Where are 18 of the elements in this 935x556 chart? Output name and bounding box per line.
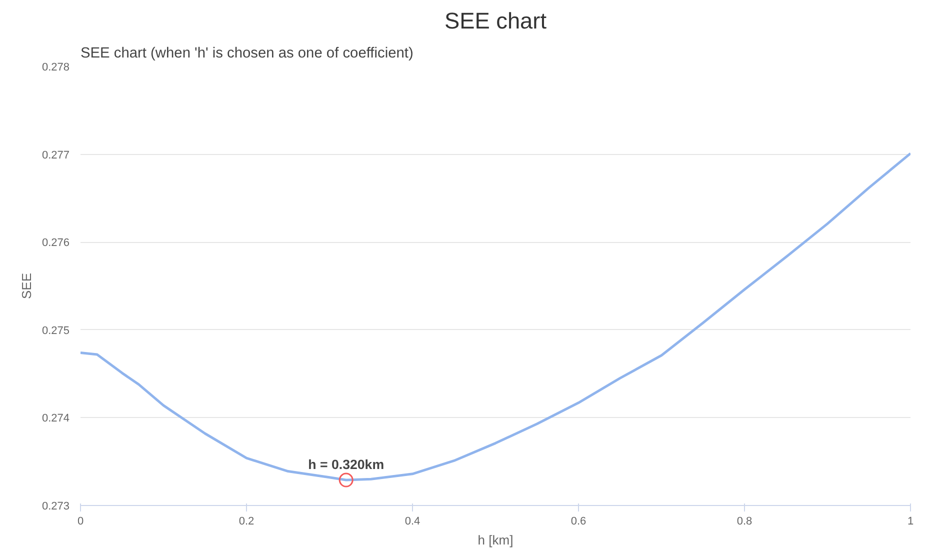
annotation: h = 0.320km [308,457,384,472]
y-tick-label: 0.277 [42,149,70,162]
x-tick-label: 0.6 [570,516,586,528]
line-series [80,152,910,482]
y-tick-label: 0.276 [42,237,70,250]
x-tick-label: 0.2 [238,516,254,528]
text: SEE chart (when 'h' is chosen as one of coefficient) [80,46,414,62]
y-tick-label: 0.273 [42,500,70,512]
x-tick-label: 0 [77,516,84,528]
y-tick-label: 0.275 [42,324,70,337]
x-tick-label: 0.8 [736,516,752,528]
chart-title: SEE chart [444,8,548,34]
y-axis-title: SEE [18,272,34,300]
x-axis-title: h [km] [478,532,514,548]
y-tick-label: 0.278 [42,62,70,74]
x-tick-label: 0.4 [404,516,420,528]
y-tick-label: 0.274 [42,412,70,425]
x-tick-label: 1 [907,516,914,528]
